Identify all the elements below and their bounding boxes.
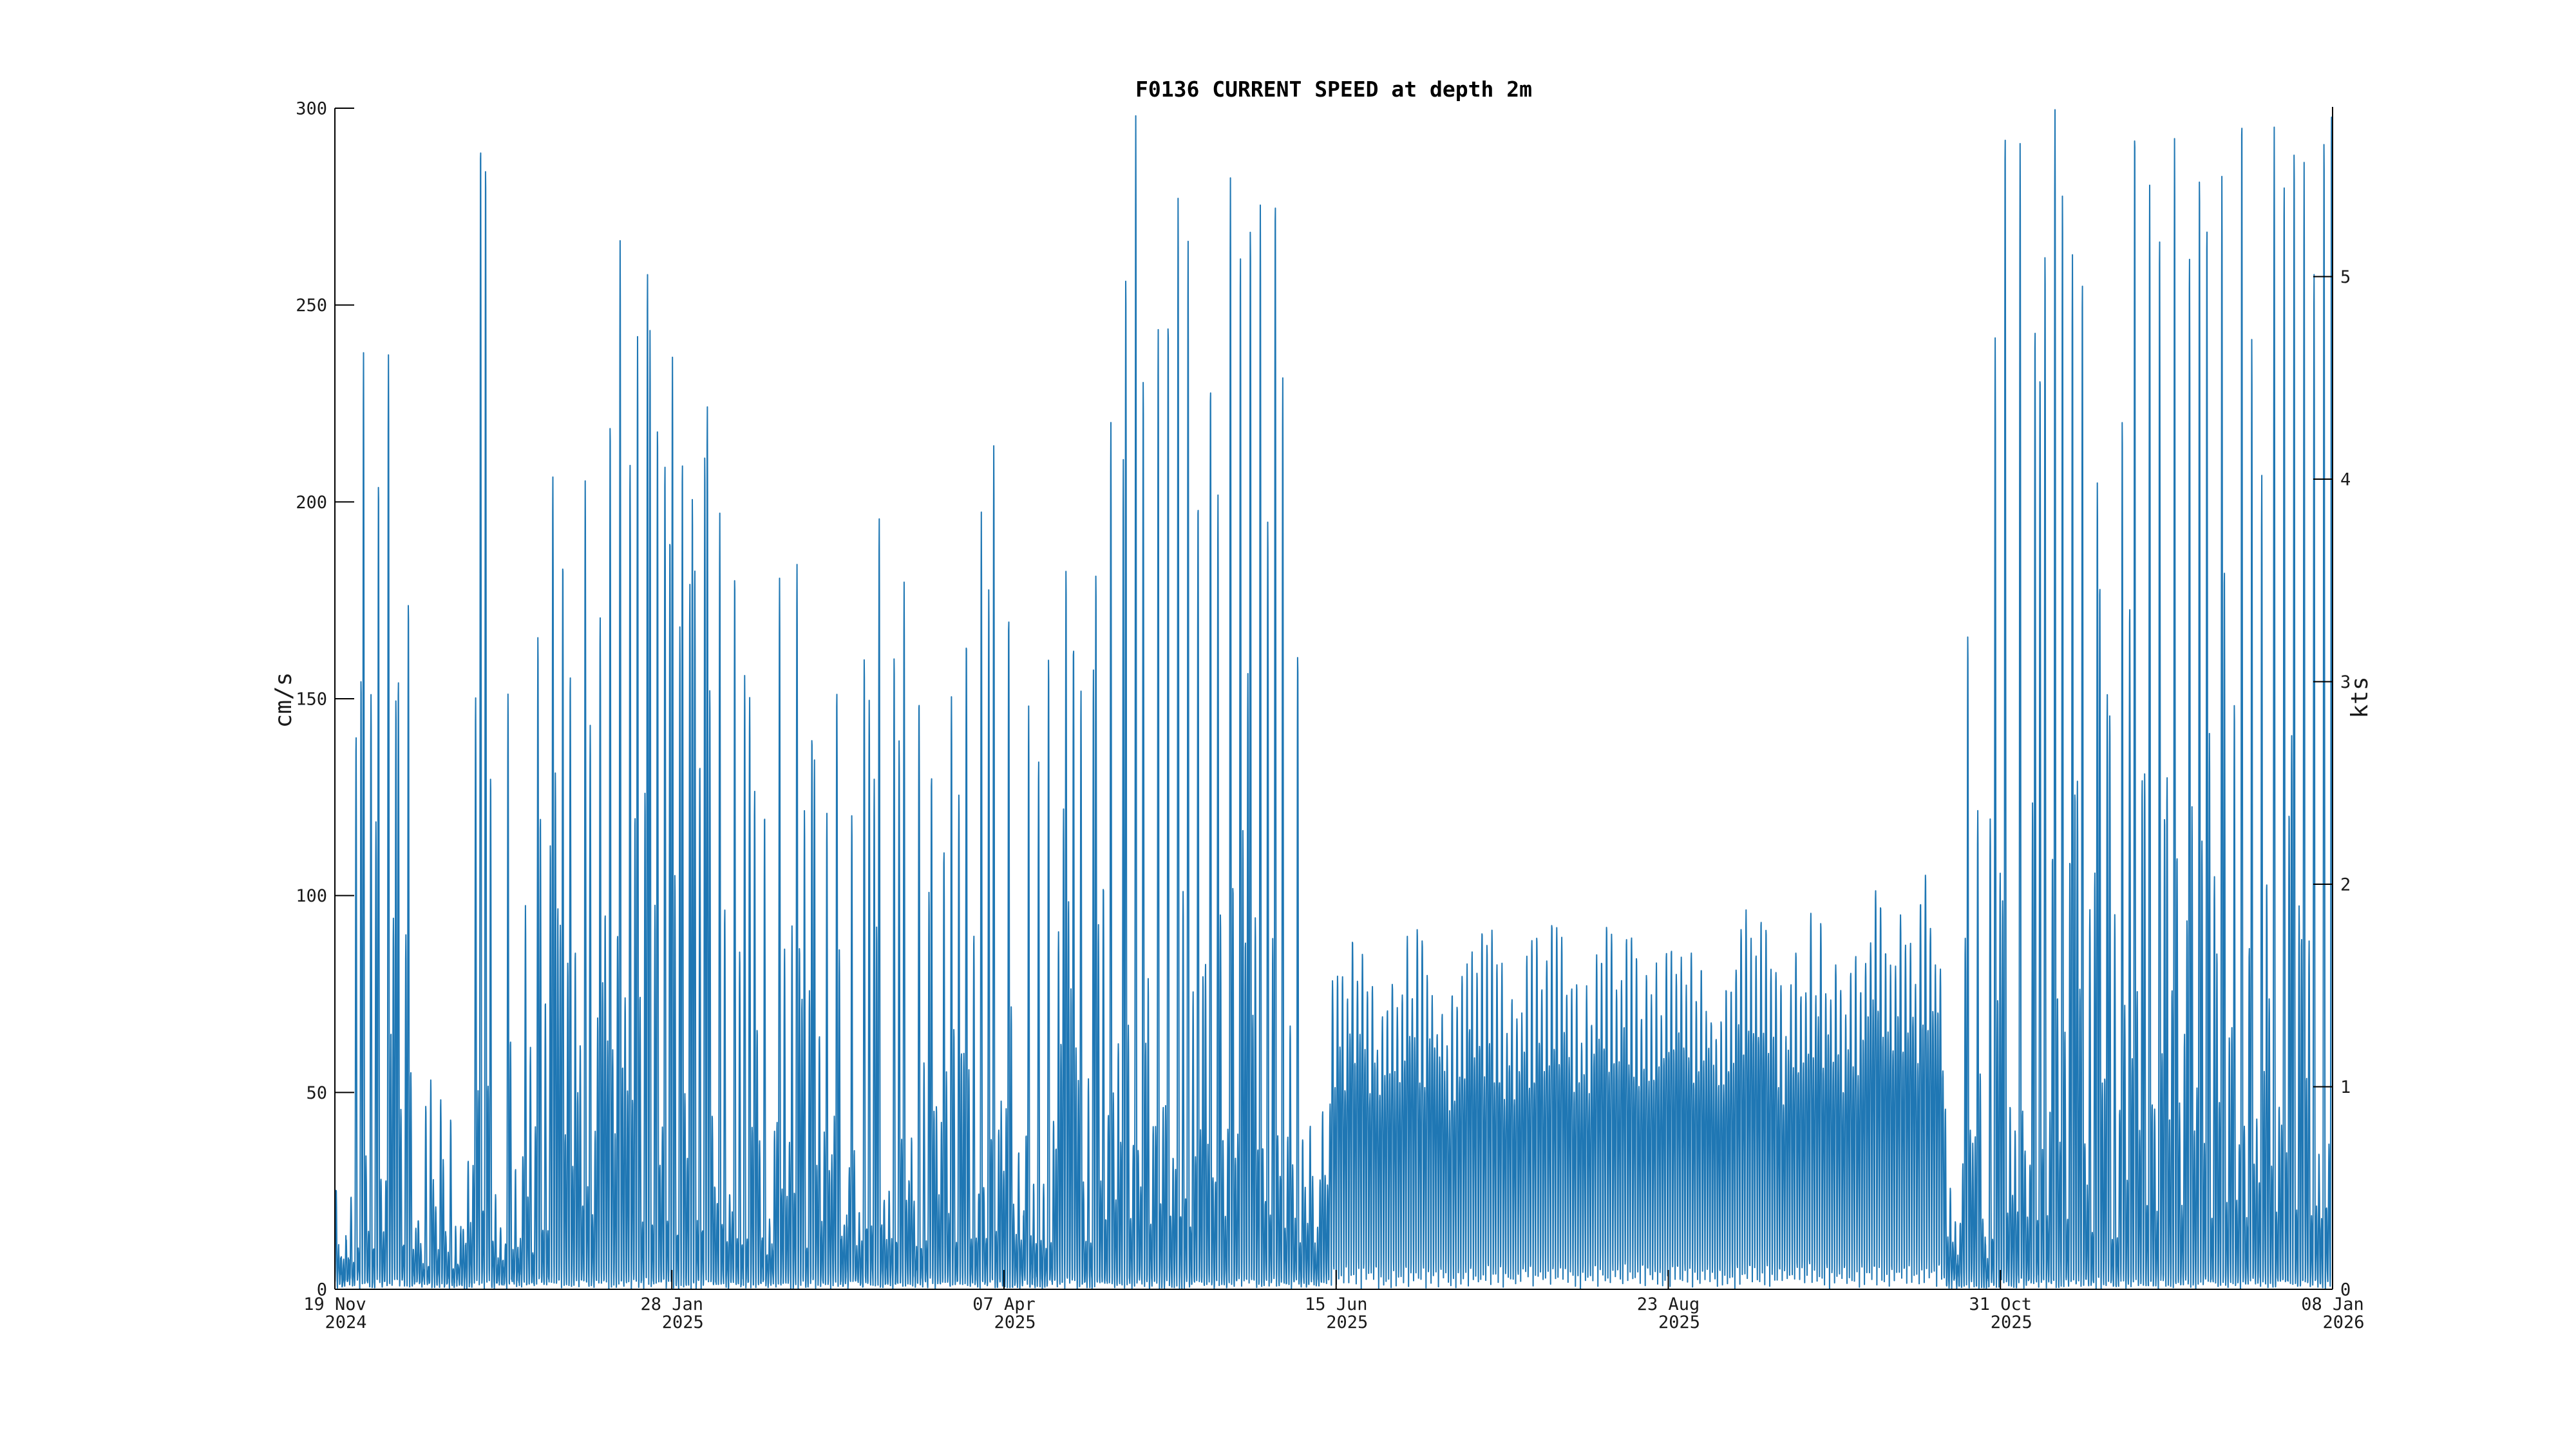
x-tick-label-year: 2025 (1326, 1312, 1368, 1332)
x-tick-label-date: 28 Jan (640, 1294, 703, 1314)
x-tick-label-date: 19 Nov (303, 1294, 366, 1314)
y-left-tick-label: 50 (306, 1083, 327, 1103)
y-right-tick-label: 3 (2340, 672, 2351, 692)
y-left-tick-label: 100 (296, 886, 327, 906)
y-left-tick-label: 0 (317, 1280, 327, 1300)
y-right-tick-label: 0 (2340, 1280, 2351, 1300)
chart-title: F0136 CURRENT SPEED at depth 2m (1135, 77, 1532, 102)
x-tick-label-date: 07 Apr (972, 1294, 1036, 1314)
x-tick-label-year: 2026 (2322, 1312, 2364, 1332)
y-axis-left-label: cm/s (270, 672, 297, 728)
y-left-tick-label: 300 (296, 99, 327, 118)
y-right-tick-label: 5 (2340, 267, 2351, 287)
current-speed-line (334, 109, 2333, 1290)
x-tick-label-year: 2025 (1991, 1312, 2032, 1332)
x-tick-label-date: 23 Aug (1637, 1294, 1700, 1314)
x-tick-label-year: 2024 (325, 1312, 366, 1332)
speed-series (334, 109, 2333, 1290)
y-left-tick-label: 150 (296, 689, 327, 709)
x-tick-label-year: 2025 (662, 1312, 704, 1332)
y-right-tick-label: 2 (2340, 875, 2351, 895)
x-tick-label-date: 08 Jan (2301, 1294, 2364, 1314)
x-tick-label-year: 2025 (994, 1312, 1036, 1332)
y-right-tick-label: 4 (2340, 469, 2351, 489)
y-right-tick-label: 1 (2340, 1077, 2351, 1097)
x-tick-label-date: 31 Oct (1969, 1294, 2032, 1314)
y-left-tick-label: 250 (296, 296, 327, 316)
x-tick-label-year: 2025 (1658, 1312, 1700, 1332)
y-axis-right-label: kts (2347, 676, 2373, 718)
y-left-tick-label: 200 (296, 493, 327, 513)
x-tick-label-date: 15 Jun (1305, 1294, 1368, 1314)
